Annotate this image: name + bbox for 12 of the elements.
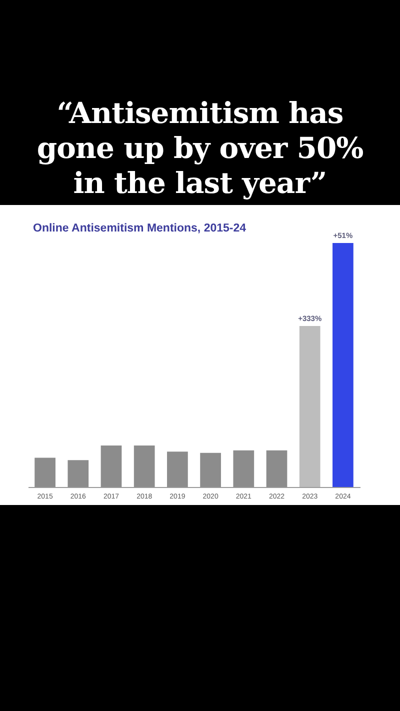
bar [299, 326, 320, 487]
bar [233, 450, 254, 487]
bar [68, 460, 89, 487]
bar [167, 452, 188, 487]
bar [100, 446, 122, 487]
bar [266, 450, 288, 487]
bar [332, 243, 354, 487]
chart-title: “Antisemitism has gone up by over 50% in the last year” [36, 96, 364, 201]
bar [34, 458, 56, 487]
bar [200, 452, 221, 487]
chart-subtitle: Online Antisemitism Mentions, 2015-24 [33, 222, 247, 234]
bar [134, 446, 155, 487]
